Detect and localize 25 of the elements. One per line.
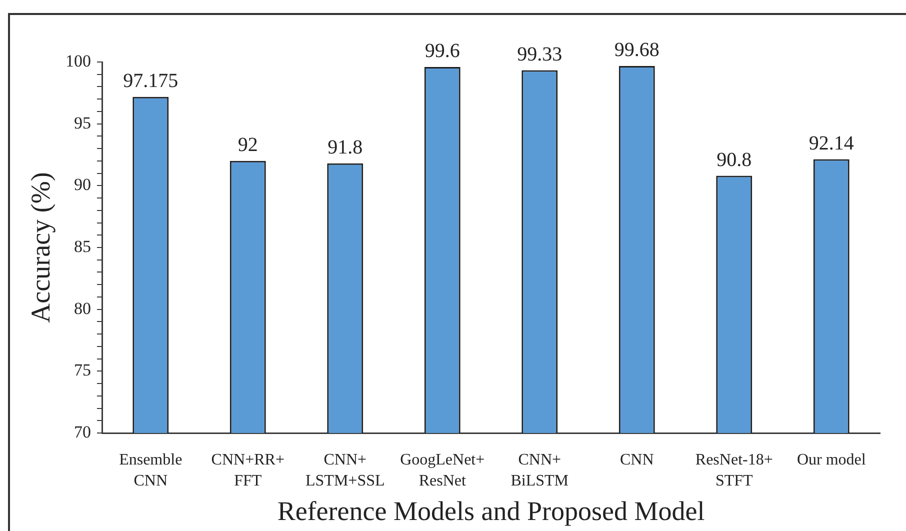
x-tick-label: CNN+RR+ FFT bbox=[211, 452, 284, 490]
x-tick-label: ResNet-18+ STFT bbox=[695, 452, 773, 490]
y-tick-label: 90 bbox=[74, 175, 91, 194]
y-tick-label: 80 bbox=[74, 298, 91, 318]
x-tick-label: Ensemble CNN bbox=[119, 452, 182, 490]
y-tick-label: 70 bbox=[74, 422, 91, 442]
y-tick-label: 100 bbox=[66, 51, 91, 70]
data-label: 91.8 bbox=[328, 136, 363, 159]
data-label: 99.68 bbox=[614, 39, 660, 62]
data-label: 92 bbox=[238, 134, 258, 156]
x-tick-label: CNN bbox=[620, 452, 654, 469]
x-axis-title: Reference Models and Proposed Model bbox=[277, 496, 705, 526]
data-label: 99.33 bbox=[517, 44, 562, 66]
data-label: 99.6 bbox=[424, 40, 460, 62]
y-tick-label: 75 bbox=[74, 360, 91, 380]
x-tick-label: Our model bbox=[796, 452, 866, 469]
y-tick-label: 85 bbox=[74, 236, 91, 256]
data-label: 90.8 bbox=[716, 149, 752, 172]
x-tick-label: CNN+ BiLSTM bbox=[510, 452, 569, 490]
x-tick-label: GoogLeNet+ ResNet bbox=[400, 452, 485, 490]
data-label: 92.14 bbox=[808, 132, 854, 154]
x-tick-label: CNN+ LSTM+SSL bbox=[305, 452, 385, 490]
y-axis-title: Accuracy (%) bbox=[25, 172, 56, 323]
y-tick-label: 95 bbox=[74, 113, 91, 132]
data-label: 97.175 bbox=[123, 70, 178, 92]
